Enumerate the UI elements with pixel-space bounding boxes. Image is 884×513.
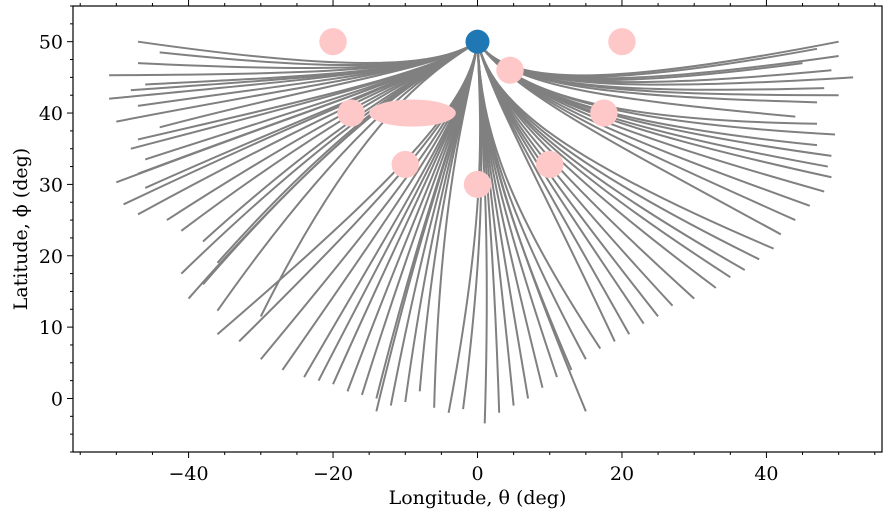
obstacle-8	[536, 150, 564, 178]
trajectory-lower-left-0	[216, 41, 479, 336]
trajectory-paths	[109, 40, 854, 424]
y-tick-label: 40	[39, 103, 63, 125]
obstacle-0	[319, 28, 347, 56]
obstacle-5	[590, 99, 618, 127]
trajectory-lower-right-10	[476, 41, 775, 250]
obstacle-3	[337, 99, 365, 127]
trajectory-center-down-11	[476, 41, 602, 350]
obstacle-4	[369, 99, 456, 127]
trajectory-upper-right-9	[476, 40, 839, 77]
start-point-layer	[465, 29, 490, 54]
x-tick-label: 20	[610, 463, 634, 485]
y-axis-ticks: 0 10 20 30 40 50	[39, 5, 73, 453]
plot-frame	[72, 5, 883, 453]
obstacle-7	[463, 170, 492, 198]
obstacle-2	[496, 56, 524, 84]
y-tick-label: 30	[39, 174, 63, 196]
start-point	[465, 29, 490, 54]
y-axis-label: Latitude, ϕ (deg)	[10, 148, 32, 310]
y-tick-label: 20	[39, 246, 63, 268]
trajectory-lower-left-14	[433, 41, 479, 408]
x-axis-ticks: −40 −20 0 20 40	[79, 0, 876, 485]
x-tick-label: −40	[169, 463, 209, 485]
y-tick-label: 10	[39, 317, 63, 339]
obstacle-1	[608, 28, 636, 56]
obstacle-markers	[319, 28, 636, 198]
trajectory-left-mid-1	[130, 40, 479, 150]
obstacle-6	[391, 150, 419, 178]
y-tick-label: 0	[51, 388, 63, 410]
x-axis-label: Longitude, θ (deg)	[389, 487, 567, 509]
x-tick-label: 0	[471, 463, 483, 485]
y-tick-label: 50	[39, 32, 63, 54]
x-tick-label: −20	[313, 463, 353, 485]
x-tick-label: 40	[754, 463, 778, 485]
